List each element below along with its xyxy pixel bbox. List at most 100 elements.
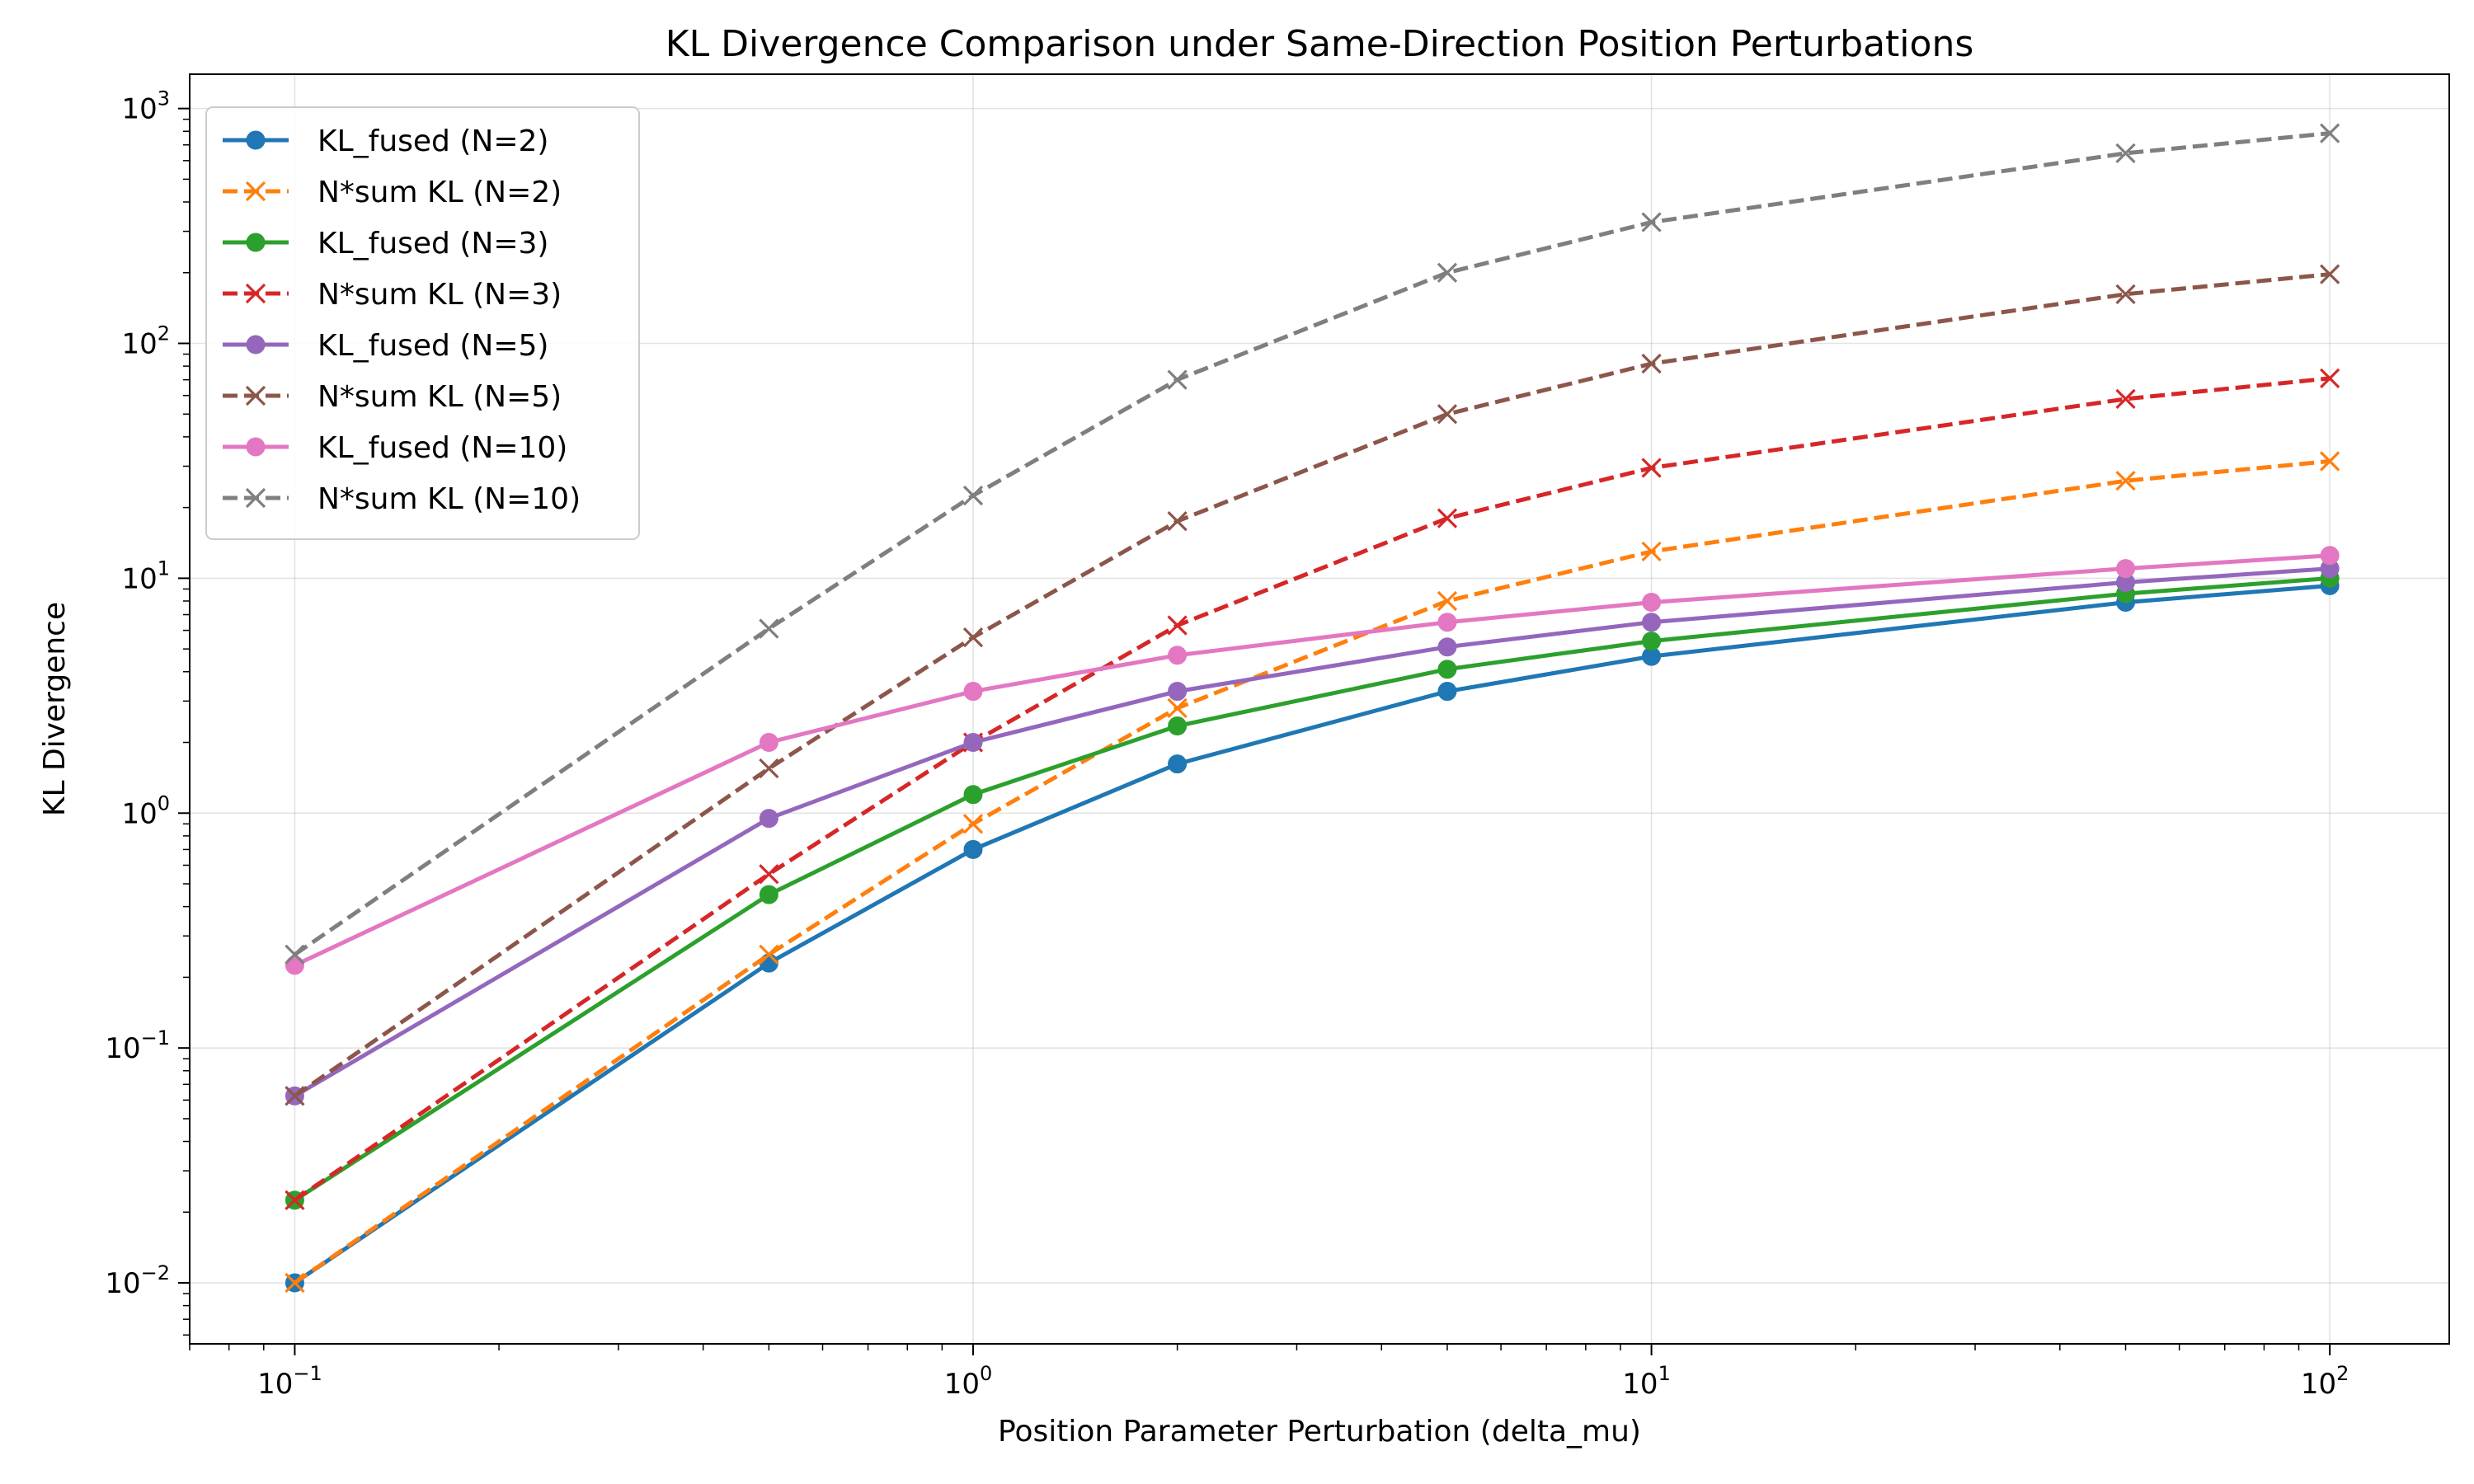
series-6 <box>285 546 2340 975</box>
legend-marker <box>246 130 266 150</box>
data-point <box>2115 284 2136 304</box>
legend-marker <box>245 283 266 304</box>
y-tick-base: 10 <box>105 1267 140 1300</box>
data-point <box>2320 264 2340 284</box>
data-point <box>1437 637 1457 657</box>
x-tick-base: 10 <box>257 1368 293 1401</box>
y-tick-label: 102 <box>121 322 170 361</box>
data-point <box>285 1086 305 1106</box>
data-point <box>759 809 778 829</box>
legend-marker <box>246 335 266 355</box>
data-point <box>759 885 778 904</box>
y-tick-base: 10 <box>121 562 157 595</box>
y-tick-label: 101 <box>121 556 170 595</box>
x-tick-base: 10 <box>2301 1368 2336 1401</box>
legend-item: N*sum KL (N=5) <box>223 380 562 414</box>
legend-item: N*sum KL (N=2) <box>223 176 562 209</box>
x-tick-base: 10 <box>944 1368 980 1401</box>
series-line <box>294 583 2331 1285</box>
y-tick-exponent: 2 <box>158 322 170 345</box>
data-point <box>1437 660 1457 679</box>
data-point <box>963 785 983 805</box>
y-tick-base: 10 <box>121 797 157 830</box>
data-point <box>963 682 983 702</box>
data-point <box>1167 615 1188 636</box>
legend-label: N*sum KL (N=5) <box>317 380 562 414</box>
series-line <box>293 376 2331 1202</box>
legend-item: KL_fused (N=10) <box>223 431 567 465</box>
series-line <box>293 272 2331 1098</box>
series-1 <box>285 451 2340 1294</box>
legend-marker <box>246 437 266 457</box>
x-tick-label: 102 <box>2301 1362 2349 1401</box>
y-axis-label: KL Divergence <box>38 602 72 816</box>
data-point <box>962 485 984 506</box>
legend-marker <box>245 181 266 202</box>
data-point <box>1437 590 1458 612</box>
x-axis-label: Position Parameter Perturbation (delta_m… <box>998 1415 1641 1449</box>
data-point <box>2320 123 2340 143</box>
y-tick-exponent: −2 <box>141 1261 170 1284</box>
y-tick-exponent: 3 <box>158 87 170 110</box>
series-line <box>294 553 2331 968</box>
data-point <box>1641 212 1662 232</box>
data-point <box>1437 508 1458 528</box>
legend-item: KL_fused (N=5) <box>223 329 548 363</box>
y-tick-base: 10 <box>105 1032 140 1065</box>
data-point <box>962 814 984 834</box>
data-point <box>1641 458 1662 478</box>
x-tick-exponent: −1 <box>293 1362 322 1385</box>
y-tick-label: 10−2 <box>105 1261 170 1300</box>
y-tick-exponent: 0 <box>158 791 170 815</box>
data-point <box>1167 697 1188 719</box>
series-line <box>294 575 2331 1202</box>
series-line <box>294 566 2331 1098</box>
plot-frame <box>189 73 2450 1345</box>
x-axis-ticks: 10−1 100 101 102 <box>257 1344 2349 1401</box>
data-point <box>1641 541 1662 562</box>
y-tick-base: 10 <box>121 93 157 126</box>
series-line <box>293 131 2331 956</box>
data-point <box>1437 404 1458 425</box>
legend-marker <box>246 232 266 252</box>
data-point <box>2320 451 2340 472</box>
legend-item: N*sum KL (N=10) <box>223 482 581 516</box>
chart-title: KL Divergence Comparison under Same-Dire… <box>666 23 1974 65</box>
x-tick-base: 10 <box>1622 1368 1658 1401</box>
data-point <box>1642 593 1662 613</box>
series-line <box>293 458 2331 1285</box>
data-point <box>2320 368 2340 389</box>
data-point <box>2320 546 2340 566</box>
data-point <box>2116 559 2136 579</box>
legend-marker <box>245 487 266 509</box>
data-point <box>285 1272 305 1294</box>
series-5 <box>285 264 2340 1106</box>
series-3 <box>285 368 2340 1210</box>
legend-item: KL_fused (N=2) <box>223 124 548 158</box>
data-point <box>2115 471 2136 491</box>
y-tick-exponent: 1 <box>158 556 170 580</box>
x-tick-exponent: 2 <box>2336 1362 2349 1385</box>
x-tick-exponent: 1 <box>1658 1362 1671 1385</box>
data-point <box>1437 262 1458 283</box>
data-point <box>759 733 778 753</box>
data-point <box>1167 369 1188 390</box>
y-tick-label: 100 <box>121 791 170 830</box>
legend-item: N*sum KL (N=3) <box>223 278 562 312</box>
y-tick-base: 10 <box>121 328 157 361</box>
legend: KL_fused (N=2) N*sum KL (N=2) KL_fused (N=… <box>205 106 640 540</box>
data-point <box>1437 682 1457 702</box>
y-tick-exponent: −1 <box>141 1026 170 1050</box>
legend-item: KL_fused (N=3) <box>223 227 548 261</box>
legend-label: N*sum KL (N=10) <box>317 482 581 516</box>
legend-box <box>205 106 640 540</box>
legend-label: N*sum KL (N=2) <box>317 176 562 209</box>
legend-label: KL_fused (N=3) <box>317 227 548 261</box>
data-point <box>962 627 984 648</box>
data-point <box>1167 511 1188 532</box>
data-point <box>285 1190 305 1210</box>
data-point <box>759 758 779 779</box>
x-tick-label: 100 <box>944 1362 993 1401</box>
